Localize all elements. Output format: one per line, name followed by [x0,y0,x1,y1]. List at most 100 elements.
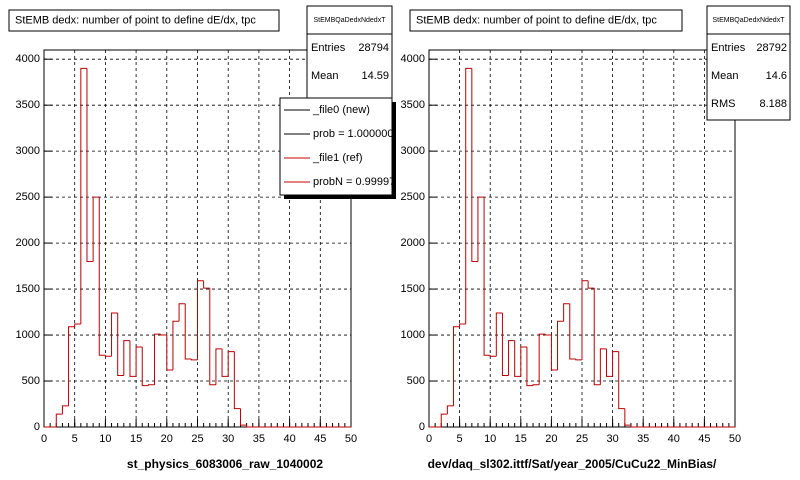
histogram-bin [514,340,521,377]
x-tick-label: 50 [345,433,357,445]
histogram-bin [98,197,106,356]
histogram-bin [544,334,552,336]
histogram-bin [172,320,180,370]
x-tick-label: 0 [41,433,47,445]
stats-box [706,5,791,121]
stats-value: 14.59 [361,70,389,82]
histogram-bin [624,408,631,426]
x-tick-label: 25 [576,433,588,445]
histogram-bin [446,405,454,415]
x-tick-label: 20 [161,433,173,445]
legend-label: prob = 1.000000 [313,128,393,140]
stats-label: Entries [311,42,346,54]
legend: _file0 (new) prob = 1.000000 _file1 (ref) p… [284,104,395,188]
histogram-bin [74,323,81,327]
histogram-bin [532,384,540,386]
histogram-bin [135,346,143,377]
histogram-bin [184,303,192,360]
x-tick-label: 0 [426,433,432,445]
chart-title: StEMB dedx: number of point to define dE… [15,14,256,26]
y-tick-label: 3500 [401,99,425,111]
histogram-bin [618,351,625,410]
histogram-bin [160,334,167,336]
y-tick-label: 1000 [401,329,425,341]
histogram-bin [246,425,253,428]
histogram-bin [209,288,216,386]
y-tick-label: 3000 [16,145,40,157]
y-tick-label: 2500 [401,191,425,203]
histogram-bin [61,405,69,415]
x-tick-label: 5 [457,433,463,445]
histogram-bin [239,408,247,426]
x-tick-label: 45 [698,433,710,445]
histogram-bin [630,425,638,428]
histogram-bin [68,326,75,406]
stats-title: StEMBQaDedxNdedxT [314,17,387,24]
stats-label: Entries [711,42,746,54]
legend-box [279,97,393,196]
histogram-bin [221,348,229,377]
x-tick-label: 40 [668,433,680,445]
x-axis-label: st_physics_6083006_raw_1040002 [127,457,323,471]
histogram-bin [599,348,607,385]
y-tick-label: 0 [419,421,425,433]
histogram-bin [587,280,595,289]
histogram-bin [465,67,472,325]
histogram-bin [489,355,497,357]
stats-label: Mean [311,70,339,82]
histogram-bin [86,68,94,262]
x-tick-label: 45 [314,433,326,445]
y-tick-label: 2500 [16,191,40,203]
histogram-bin [215,348,223,385]
histogram-bin [538,333,546,385]
histogram-bin [92,196,100,262]
histogram-bin [605,348,613,377]
y-tick-label: 1500 [16,283,40,295]
x-tick-label: 30 [222,433,234,445]
histogram-bin [154,333,161,385]
histogram-bin [141,347,149,387]
y-tick-label: 1000 [16,329,40,341]
histogram-bin [569,303,576,360]
histogram-bin [471,68,478,262]
y-tick-label: 500 [22,375,40,387]
histogram-bin [612,351,619,377]
histogram-bin [550,335,558,371]
histogram-bin [104,355,112,357]
x-tick-label: 30 [606,433,618,445]
histogram-bin [117,312,124,377]
histogram-bin [233,351,241,410]
legend-label: _file0 (new) [312,104,370,116]
histogram-bin [129,340,137,377]
histogram-bin [581,280,589,360]
stats-title: StEMBQaDedxNdedxT [713,17,786,24]
stats-value: 28792 [756,42,787,54]
y-tick-label: 3500 [16,99,40,111]
y-tick-label: 0 [34,421,40,433]
x-tick-label: 15 [515,433,527,445]
x-tick-label: 10 [484,433,496,445]
histogram-bin [593,288,601,386]
y-tick-label: 2000 [401,237,425,249]
histogram-bin [563,303,570,322]
histogram-bin [557,320,564,370]
title-box [8,9,280,32]
legend-label: probN = 0.99997 [313,176,395,188]
histogram-bin [147,384,155,386]
histogram-bin [495,312,503,357]
legend-label: _file1 (ref) [312,152,363,164]
y-tick-label: 4000 [401,53,425,65]
histogram-bin [452,326,460,406]
x-tick-label: 50 [729,433,741,445]
histogram-bin [123,340,130,376]
histogram-bin [197,280,204,360]
x-tick-label: 40 [283,433,295,445]
histogram-bin [440,413,448,427]
histogram-bin [520,346,527,377]
histogram-bin [166,335,173,371]
x-tick-label: 35 [637,433,649,445]
histogram-bin [526,347,534,387]
histogram-bin [190,358,198,361]
stats-value: 14.6 [766,70,787,82]
